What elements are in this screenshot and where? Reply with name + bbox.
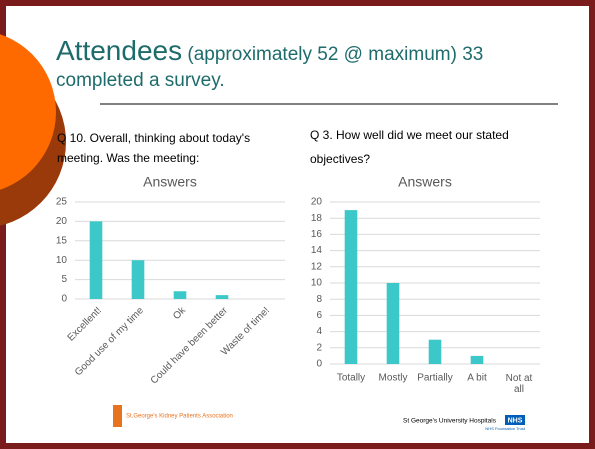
y-tick-label: 20 (311, 197, 323, 208)
y-tick-label: 2 (316, 342, 322, 353)
title-rest: (approximately 52 @ maximum) 33 complete… (56, 44, 484, 91)
question: Q 10. Overall, thinking about today's me… (57, 131, 251, 165)
decor-circle (0, 34, 56, 190)
bar (215, 295, 229, 299)
y-tick-label: 16 (311, 229, 323, 240)
chart-title: Answers (398, 174, 452, 190)
y-tick-label: 18 (311, 213, 323, 224)
bar (344, 210, 358, 364)
chart-title: Answers (143, 174, 197, 190)
y-tick-label: 20 (56, 216, 68, 227)
logo-text: St.George's Kidney Patients Association (126, 414, 233, 420)
y-tick-label: 5 (61, 274, 67, 285)
y-tick-label: 12 (311, 261, 323, 272)
x-tick-label: Excellent! (66, 305, 104, 343)
x-tick-label: Could have been better (149, 305, 231, 387)
bar (470, 355, 484, 364)
x-tick-label: Ok (171, 305, 189, 323)
x-tick-label: Totally (337, 373, 365, 384)
bar (173, 291, 187, 299)
x-tick-label: A bit (467, 373, 487, 384)
nhs-badge (505, 415, 525, 425)
question: Q 3. How well did we meet our stated obj… (310, 128, 509, 166)
y-tick-label: 25 (56, 197, 68, 208)
y-tick-label: 10 (56, 255, 68, 266)
bar (386, 283, 400, 364)
bar (428, 339, 442, 364)
x-tick-label: Partially (417, 373, 453, 384)
y-tick-label: 0 (316, 359, 322, 370)
logo-subtext: NHS Foundation Trust (485, 426, 525, 431)
logo-mark (113, 405, 122, 427)
title-main: Attendees (56, 35, 183, 66)
y-tick-label: 15 (56, 235, 68, 246)
y-tick-label: 10 (311, 278, 323, 289)
slide-title: Attendees (approximately 52 @ maximum) 3… (56, 35, 526, 94)
y-tick-label: 4 (316, 326, 322, 337)
x-tick-label: Mostly (379, 373, 408, 384)
y-tick-label: 6 (316, 310, 322, 321)
bar (131, 260, 145, 299)
bar (89, 221, 103, 299)
y-tick-label: 14 (311, 245, 323, 256)
logo-text: St George's University Hospitals (403, 418, 497, 425)
x-tick-label: Not at all (506, 373, 533, 395)
nhs-badge-text: NHS (508, 417, 523, 424)
y-tick-label: 0 (61, 294, 67, 305)
y-tick-label: 8 (316, 294, 322, 305)
x-tick-label: Good use of my time (73, 305, 146, 378)
